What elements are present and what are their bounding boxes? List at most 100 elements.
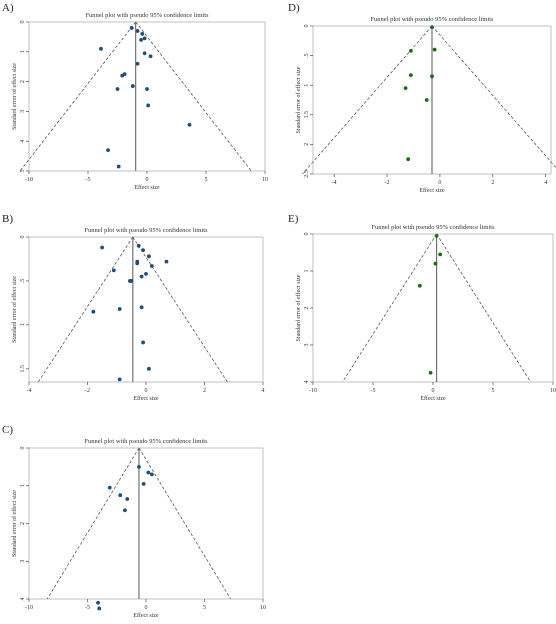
panel-c-x-tick-label: -5 xyxy=(85,605,90,611)
panel-b-plot-frame xyxy=(28,236,264,383)
panel-e-y-tick-label: 1 xyxy=(304,270,310,273)
panel-c-study-point xyxy=(149,472,154,477)
panel-b-study-point xyxy=(117,307,122,311)
panel-d-study-point xyxy=(430,74,434,79)
panel-c-study-point xyxy=(107,485,112,490)
panel-e-y-tick-label: 0 xyxy=(304,233,310,236)
panel-b-study-point xyxy=(91,309,96,314)
panel-a-study-point xyxy=(142,36,147,41)
panel-a-x-axis-label: Effect size xyxy=(134,184,160,191)
panel-a-y-tick-label: 1 xyxy=(20,50,26,53)
panel-c-plot-frame xyxy=(28,447,264,600)
panel-c-x-tick-label: 10 xyxy=(260,605,266,611)
panel-b-study-point xyxy=(129,279,134,283)
panel-c-study-point xyxy=(141,481,146,486)
panel-a-study-point xyxy=(135,61,140,66)
panel-d-x-tick-label: 2 xyxy=(491,180,494,186)
panel-a-x-tick-label: -10 xyxy=(25,177,33,183)
panel-e-y-tick-label: 4 xyxy=(304,381,310,384)
panel-e-study-point xyxy=(438,252,443,257)
panel-d-funnel-right-limit xyxy=(431,25,556,169)
panel-a-x-tick-label: -5 xyxy=(86,177,91,183)
panel-a-x-tick-label: 10 xyxy=(262,177,268,183)
panel-a-study-point xyxy=(116,164,121,169)
panel-e-x-tick-label: 10 xyxy=(550,388,556,394)
panel-a-study-point xyxy=(139,37,144,42)
panel-b-x-tick-label: -4 xyxy=(27,388,32,394)
panel-e-x-tick-label: -5 xyxy=(371,388,376,394)
panel-a-y-tick-label: 5 xyxy=(20,170,26,173)
panel-label-d: D) xyxy=(288,2,300,14)
panel-a-study-point xyxy=(142,51,147,56)
panel-e-y-tick-label: 2 xyxy=(304,307,310,310)
panel-d-title: Funnel plot with pseudo 95% confidence l… xyxy=(370,16,494,23)
panel-b-study-point xyxy=(136,243,141,248)
panel-b-study-point xyxy=(164,259,169,264)
panel-label-c: C) xyxy=(2,424,13,436)
panel-label-b: B) xyxy=(2,213,13,225)
panel-e-funnel-right-limit xyxy=(436,233,531,383)
panel-d-study-point xyxy=(424,98,429,102)
panel-a-study-point xyxy=(140,32,145,36)
panel-b-y-tick-label: 0 xyxy=(20,236,26,239)
panel-b-funnel-left-limit xyxy=(37,236,134,383)
panel-d-x-tick-label: 0 xyxy=(438,180,441,186)
panel-b-study-point xyxy=(141,340,145,345)
panel-a-y-axis-label: Standard error of effect size xyxy=(11,63,18,130)
panel-d-x-tick-label: -4 xyxy=(332,180,337,186)
panel-e-funnel-left-limit xyxy=(342,233,437,383)
panel-a-study-point xyxy=(130,84,135,88)
panel-e-y-axis-label: Standard error of effect size xyxy=(295,274,302,341)
panel-c-x-axis-label: Effect size xyxy=(133,612,159,619)
panel-b-y-axis-label: Standard error of effect size xyxy=(11,276,18,343)
panel-a-x-tick-label: 5 xyxy=(205,177,208,183)
panel-e-x-axis-label: Effect size xyxy=(420,395,446,402)
panel-a-study-point xyxy=(106,148,110,153)
panel-d-y-tick-label: 1 xyxy=(304,84,310,87)
panel-a-study-point xyxy=(148,54,153,59)
panel-d-study-point xyxy=(432,47,437,52)
panel-c-study-point xyxy=(123,508,127,513)
panel-c-study-point xyxy=(97,606,102,611)
panel-d-funnel-left-limit xyxy=(302,25,433,175)
panel-d-study-point xyxy=(430,25,434,30)
panel-a-funnel-right-limit xyxy=(135,21,252,172)
panel-b-x-tick-label: 4 xyxy=(262,388,265,394)
panel-a-y-tick-label: 4 xyxy=(20,140,26,143)
panel-a-study-point xyxy=(115,87,120,91)
panel-c-funnel-left-limit xyxy=(46,447,140,600)
panel-b-study-point xyxy=(100,245,105,250)
panel-a-study-point xyxy=(129,26,134,30)
panel-c-x-tick-label: -10 xyxy=(25,605,33,611)
panel-b-study-point xyxy=(139,305,144,310)
panel-c-study-point xyxy=(137,464,141,469)
panel-e-study-point xyxy=(417,283,422,288)
panel-b-funnel-right-limit xyxy=(132,236,228,383)
panel-c-title: Funnel plot with pseudo 95% confidence l… xyxy=(84,438,208,445)
panel-d-x-axis-label: Effect size xyxy=(419,187,445,194)
panel-b-x-axis-label: Effect size xyxy=(133,395,159,402)
panel-c-y-tick-label: 3 xyxy=(20,560,26,563)
panel-c-x-tick-label: 0 xyxy=(145,605,148,611)
panel-d-study-point xyxy=(403,86,408,91)
panel-a-y-tick-label: 0 xyxy=(20,21,26,24)
panel-label-e: E) xyxy=(288,213,299,225)
panel-d-study-point xyxy=(406,157,411,162)
panel-c-y-tick-label: 1 xyxy=(20,484,26,487)
panel-d-y-tick-label: 2.5 xyxy=(304,170,310,178)
panel-a-study-point xyxy=(135,29,140,33)
panel-c-y-axis-label: Standard error of effect size xyxy=(11,490,18,557)
panel-a-study-point xyxy=(187,122,192,127)
panel-d-y-axis-label: Standard error of effect size xyxy=(295,66,302,133)
panel-e-study-point xyxy=(428,370,433,375)
panel-d-y-tick-label: 1.5 xyxy=(304,111,310,119)
panel-a-study-point xyxy=(120,73,125,78)
panel-e-x-tick-label: 0 xyxy=(432,388,435,394)
panel-e-x-tick-label: 5 xyxy=(492,388,495,394)
panel-b-study-point xyxy=(117,377,122,382)
panel-d-study-point xyxy=(408,73,413,78)
panel-b-x-tick-label: -2 xyxy=(85,388,90,394)
panel-d-study-point xyxy=(408,48,413,53)
panel-c-funnel-right-limit xyxy=(138,447,232,600)
